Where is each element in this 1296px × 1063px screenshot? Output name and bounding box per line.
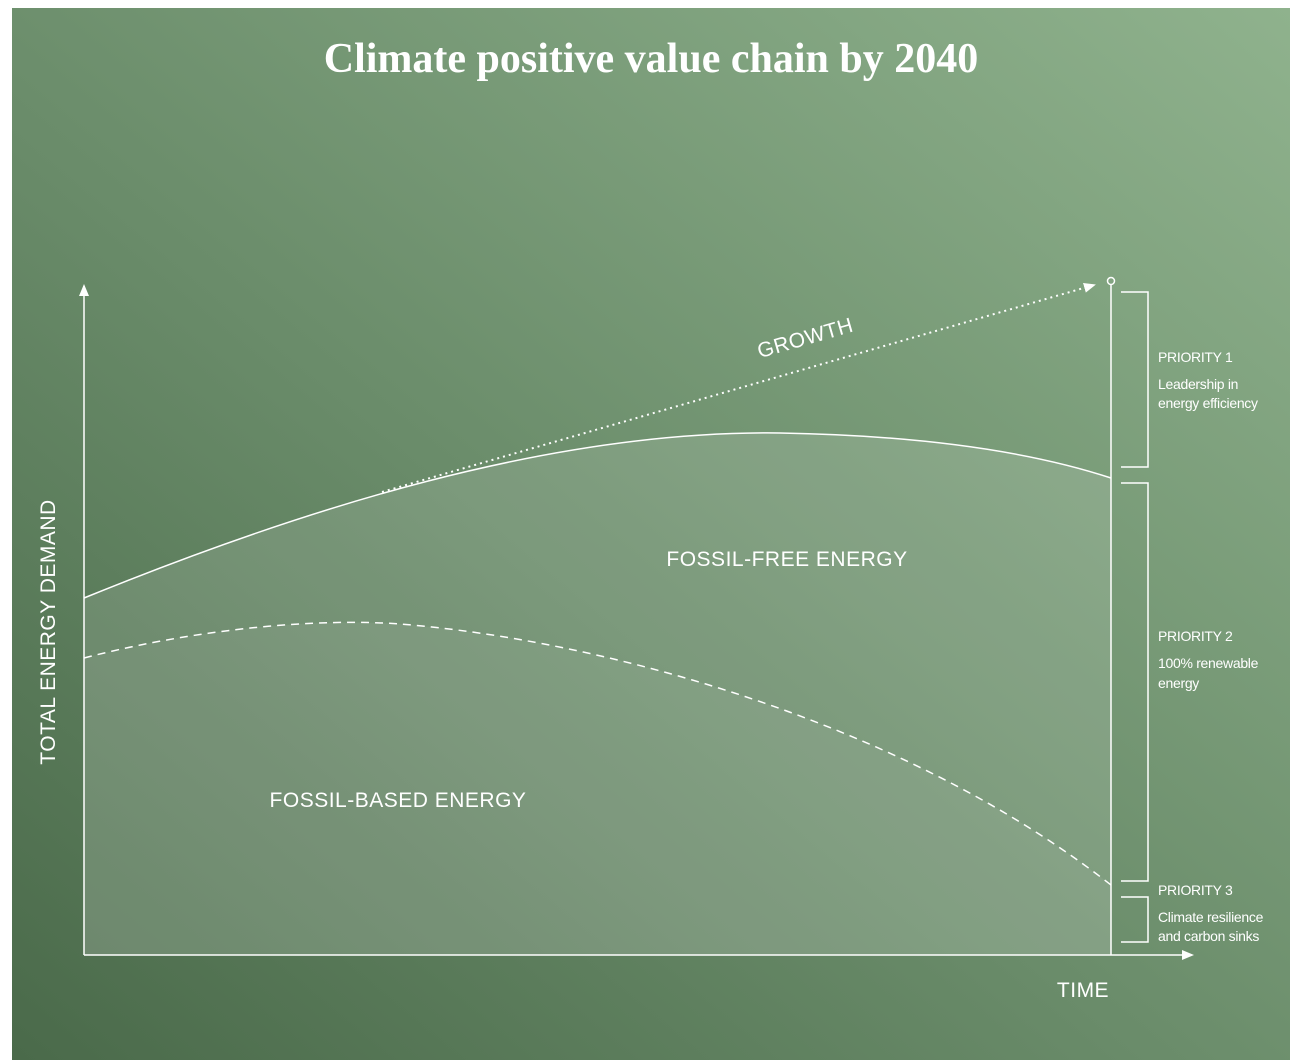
y-axis-label: TOTAL ENERGY DEMAND <box>37 499 60 764</box>
priority-text: Leadership in <box>1158 376 1238 392</box>
priority-label: PRIORITY 1 <box>1158 349 1233 365</box>
priority-label: PRIORITY 3 <box>1158 882 1233 898</box>
priority-label: PRIORITY 2 <box>1158 628 1233 644</box>
priority-text: and carbon sinks <box>1158 928 1259 944</box>
bracket <box>1121 291 1149 468</box>
fossil-based-label: FOSSIL-BASED ENERGY <box>270 789 527 812</box>
background <box>12 8 1290 1060</box>
title: Climate positive value chain by 2040 <box>324 36 979 82</box>
end-marker <box>1106 276 1116 286</box>
priority-text: energy <box>1158 675 1199 691</box>
fossil-free-area <box>84 432 1111 955</box>
bracket <box>1121 896 1149 943</box>
fossil-curve <box>83 621 1112 886</box>
priority-text: Climate resilience <box>1158 909 1264 925</box>
fossil-free-label: FOSSIL-FREE ENERGY <box>666 548 907 571</box>
total-curve <box>83 432 1112 599</box>
priority-text: energy efficiency <box>1158 395 1258 411</box>
priority-text: 100% renewable <box>1158 655 1259 671</box>
fossil-based-area <box>84 622 1111 955</box>
x-axis-label: TIME <box>1057 979 1109 1002</box>
bracket <box>1121 482 1149 882</box>
